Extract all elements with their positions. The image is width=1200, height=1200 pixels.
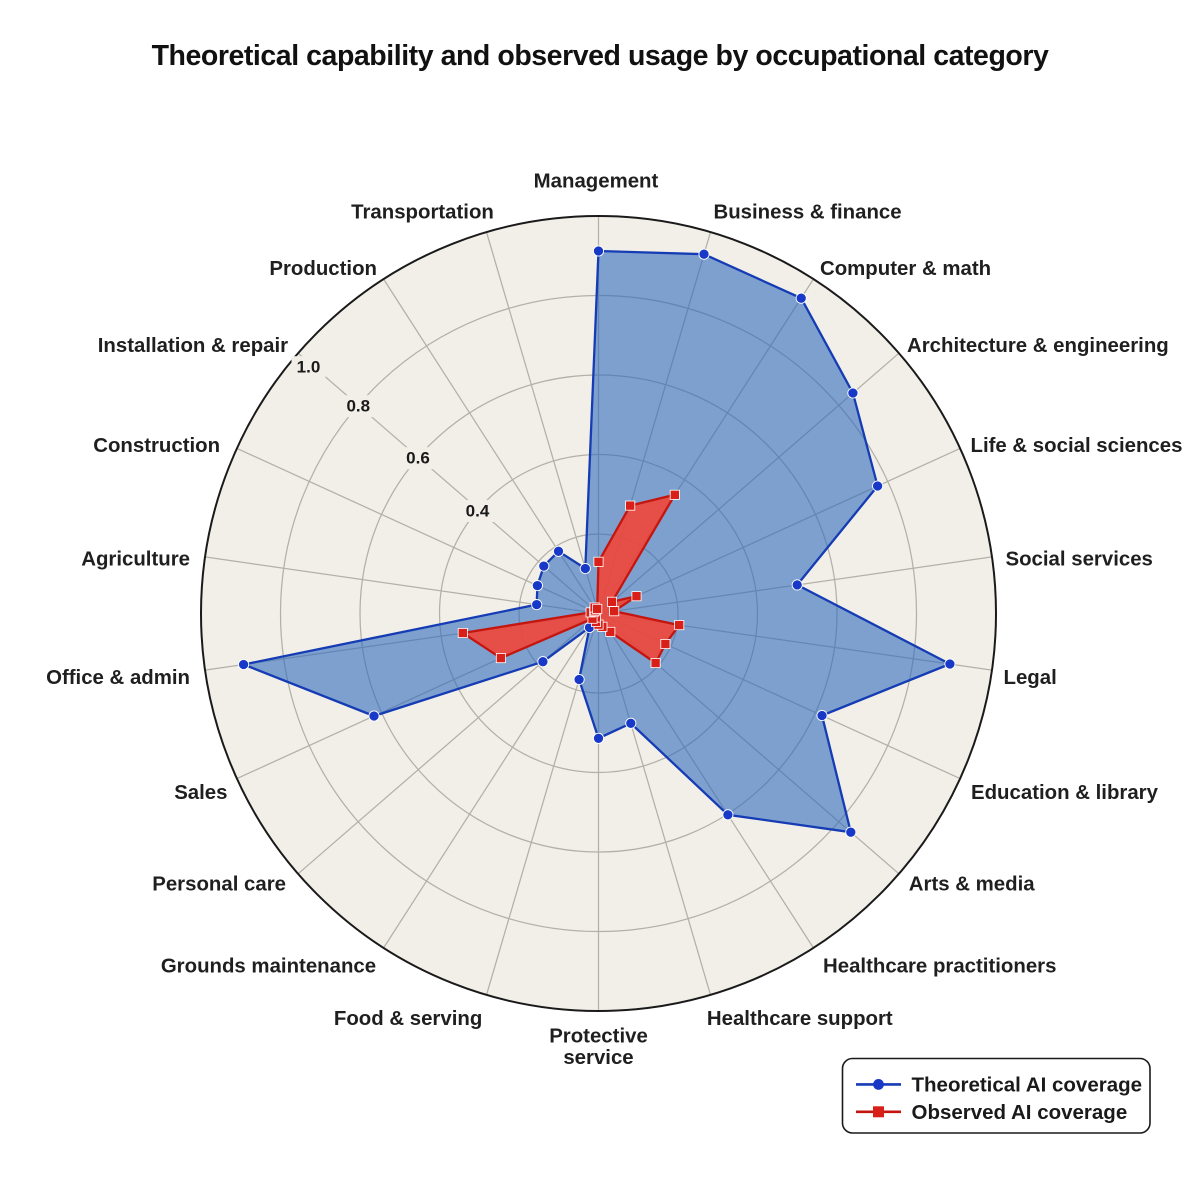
svg-text:Education & library: Education & library xyxy=(971,782,1159,804)
svg-text:0.4: 0.4 xyxy=(466,502,490,521)
svg-text:Computer & math: Computer & math xyxy=(820,258,991,280)
svg-text:Social services: Social services xyxy=(1006,549,1153,571)
svg-text:Protective: Protective xyxy=(549,1026,648,1048)
svg-text:Food & serving: Food & serving xyxy=(334,1008,482,1030)
svg-text:Healthcare practitioners: Healthcare practitioners xyxy=(823,956,1056,978)
svg-text:Legal: Legal xyxy=(1004,667,1057,689)
svg-text:Management: Management xyxy=(534,171,659,193)
svg-text:Office & admin: Office & admin xyxy=(46,667,190,689)
svg-text:Life & social sciences: Life & social sciences xyxy=(971,435,1183,457)
svg-text:Installation & repair: Installation & repair xyxy=(98,335,288,357)
svg-text:Observed AI coverage: Observed AI coverage xyxy=(912,1101,1128,1124)
svg-text:Personal care: Personal care xyxy=(152,874,286,896)
svg-text:Healthcare support: Healthcare support xyxy=(707,1008,893,1030)
svg-text:0.8: 0.8 xyxy=(346,397,370,416)
svg-text:Arts & media: Arts & media xyxy=(909,874,1035,896)
svg-text:Agriculture: Agriculture xyxy=(81,549,190,571)
svg-text:0.6: 0.6 xyxy=(406,449,430,468)
svg-text:Construction: Construction xyxy=(93,435,220,457)
svg-text:service: service xyxy=(563,1047,633,1069)
svg-text:1.0: 1.0 xyxy=(297,358,321,377)
svg-text:Architecture & engineering: Architecture & engineering xyxy=(907,335,1169,357)
svg-text:Grounds maintenance: Grounds maintenance xyxy=(161,956,376,978)
svg-text:Business & finance: Business & finance xyxy=(714,202,902,224)
svg-text:Sales: Sales xyxy=(174,782,227,804)
svg-text:Theoretical AI coverage: Theoretical AI coverage xyxy=(912,1074,1143,1097)
svg-text:Transportation: Transportation xyxy=(351,202,494,224)
svg-text:Production: Production xyxy=(269,258,377,280)
